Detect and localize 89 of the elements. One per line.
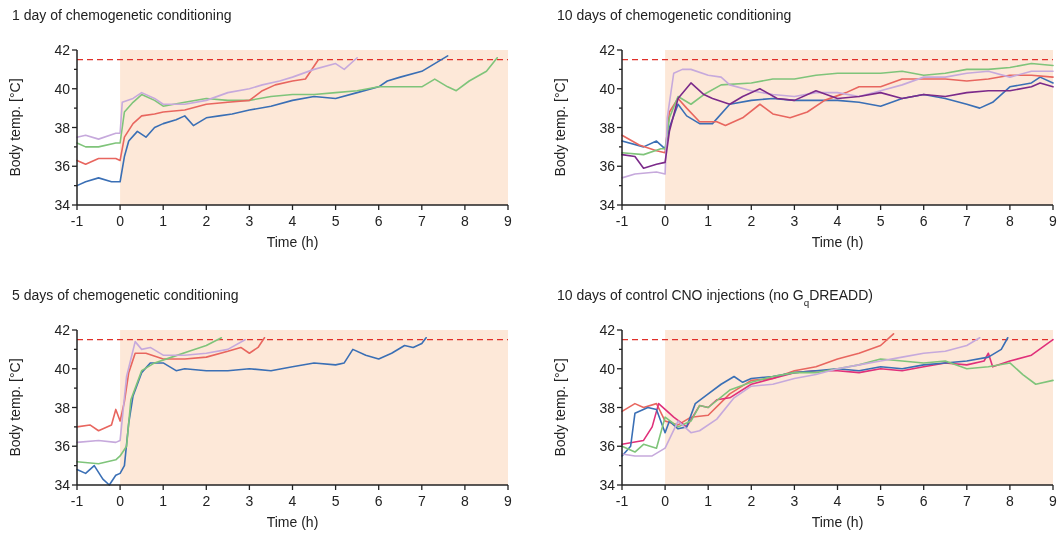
y-axis-title: Body temp. [°C] — [552, 78, 568, 177]
x-tick-label: 4 — [833, 493, 842, 509]
x-tick-label: 4 — [288, 493, 297, 509]
x-tick-label: 0 — [116, 493, 125, 509]
x-tick-label: 1 — [704, 213, 713, 229]
x-tick-label: 2 — [202, 493, 211, 509]
y-axis-title: Body temp. [°C] — [7, 358, 23, 457]
x-tick-label: 7 — [417, 493, 426, 509]
line-series — [76, 55, 449, 187]
x-tick-label: 3 — [790, 493, 799, 509]
x-tick-label: 8 — [461, 493, 469, 509]
x-tick-label: 6 — [919, 493, 928, 509]
y-tick-label: 40 — [54, 360, 71, 377]
line-series — [621, 68, 1054, 179]
x-tick-label: 6 — [374, 493, 383, 509]
y-tick-label: 34 — [599, 477, 616, 493]
chart-title: 10 days of control CNO injections (no G$_{q}$DREADD) — [557, 287, 873, 308]
x-tick-label: 9 — [1049, 213, 1058, 229]
line-series — [76, 56, 499, 148]
x-tick-label: 6 — [919, 213, 928, 229]
x-tick-label: -1 — [615, 213, 629, 229]
chart-title: 1 day of chemogenetic conditioning — [12, 7, 232, 23]
line-series — [76, 58, 320, 166]
x-tick-label: 3 — [245, 213, 254, 229]
y-tick-label: 42 — [54, 322, 71, 338]
x-tick-label: 5 — [331, 493, 340, 509]
y-tick-label: 38 — [599, 399, 616, 416]
y-tick-label: 42 — [599, 322, 616, 338]
x-tick-label: 0 — [661, 213, 670, 229]
x-tick-label: 4 — [833, 213, 842, 229]
x-axis-title: Time (h) — [811, 514, 864, 530]
x-tick-label: 8 — [461, 213, 469, 229]
x-tick-label: 9 — [1049, 493, 1058, 509]
line-series — [621, 333, 895, 426]
y-tick-label: 38 — [54, 119, 71, 136]
y-axis-title: Body temp. [°C] — [7, 78, 23, 177]
x-tick-label: 7 — [962, 493, 971, 509]
x-tick-label: 4 — [288, 213, 297, 229]
y-tick-label: 38 — [599, 119, 616, 136]
chart-title: 10 days of chemogenetic conditioning — [557, 7, 792, 23]
y-tick-label: 36 — [599, 438, 616, 455]
x-tick-label: -1 — [70, 493, 84, 509]
y-tick-label: 34 — [599, 197, 616, 213]
line-series — [621, 358, 1054, 453]
y-tick-label: 36 — [54, 438, 71, 455]
x-tick-label: 5 — [876, 493, 885, 509]
y-tick-label: 38 — [54, 399, 71, 416]
x-tick-label: 0 — [661, 493, 670, 509]
y-tick-label: 36 — [54, 158, 71, 175]
x-tick-label: 1 — [159, 493, 168, 509]
x-tick-label: 8 — [1006, 493, 1014, 509]
line-series — [621, 338, 1054, 446]
x-tick-label: 5 — [331, 213, 340, 229]
y-tick-label: 42 — [54, 42, 71, 58]
y-tick-label: 42 — [599, 42, 616, 58]
line-series — [76, 336, 266, 432]
y-tick-label: 34 — [54, 477, 71, 493]
x-tick-label: 6 — [374, 213, 383, 229]
x-tick-label: 7 — [417, 213, 426, 229]
x-tick-label: 5 — [876, 213, 885, 229]
line-series — [76, 336, 223, 465]
x-tick-label: 7 — [962, 213, 971, 229]
x-tick-label: 8 — [1006, 213, 1014, 229]
x-axis-title: Time (h) — [266, 234, 319, 250]
x-tick-label: 2 — [202, 213, 211, 229]
x-tick-label: 9 — [504, 493, 513, 509]
x-tick-label: 9 — [504, 213, 513, 229]
chart-title: 5 days of chemogenetic conditioning — [12, 287, 239, 303]
y-tick-label: 34 — [54, 197, 71, 213]
x-tick-label: 2 — [747, 213, 756, 229]
y-tick-label: 40 — [54, 80, 71, 97]
y-tick-label: 40 — [599, 80, 616, 97]
line-series — [621, 82, 1054, 169]
x-tick-label: 1 — [159, 213, 168, 229]
y-axis-title: Body temp. [°C] — [552, 358, 568, 457]
line-series — [76, 56, 358, 140]
line-series — [76, 336, 427, 486]
x-axis-title: Time (h) — [811, 234, 864, 250]
x-axis-title: Time (h) — [266, 514, 319, 530]
y-tick-label: 36 — [599, 158, 616, 175]
line-series — [76, 338, 246, 444]
x-tick-label: -1 — [615, 493, 629, 509]
y-tick-label: 40 — [599, 360, 616, 377]
x-tick-label: 1 — [704, 493, 713, 509]
x-tick-label: 3 — [245, 493, 254, 509]
x-tick-label: 0 — [116, 213, 125, 229]
x-tick-label: 2 — [747, 493, 756, 509]
x-tick-label: 3 — [790, 213, 799, 229]
x-tick-label: -1 — [70, 213, 84, 229]
